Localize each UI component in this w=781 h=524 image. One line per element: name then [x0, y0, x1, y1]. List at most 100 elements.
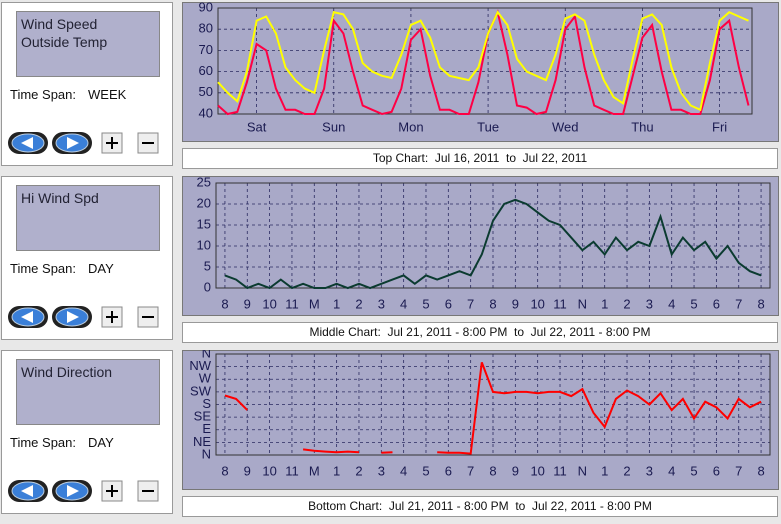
prev-button[interactable] — [8, 132, 48, 154]
time-span: DAY — [88, 261, 114, 276]
x-tick-label: 6 — [445, 463, 452, 478]
x-tick-label: 5 — [422, 296, 429, 311]
zoom-out-button[interactable] — [137, 132, 159, 154]
x-tick-label: 2 — [355, 463, 362, 478]
x-tick-label: 7 — [735, 463, 742, 478]
arrow-icon — [21, 137, 33, 149]
x-tick-label: 9 — [244, 296, 251, 311]
x-tick-label: 1 — [333, 296, 340, 311]
prev-button[interactable] — [8, 480, 48, 502]
chart-caption: Top Chart: Jul 16, 2011 to Jul 22, 2011 — [182, 148, 778, 169]
x-tick-label: Sat — [247, 119, 267, 134]
y-tick-label: S — [202, 396, 211, 411]
x-tick-label: 8 — [489, 463, 496, 478]
legend-box: Wind Speed Outside Temp — [16, 11, 160, 77]
x-tick-label: 4 — [400, 296, 407, 311]
time-span: WEEK — [88, 87, 127, 102]
x-tick-label: 11 — [285, 463, 299, 478]
x-tick-label: 10 — [530, 463, 544, 478]
legend-box: Wind Direction — [16, 359, 160, 425]
next-button[interactable] — [52, 480, 92, 502]
x-tick-label: 7 — [467, 296, 474, 311]
x-tick-label: M — [309, 463, 320, 478]
legend-box: Hi Wind Spd — [16, 185, 160, 251]
x-tick-label: 2 — [355, 296, 362, 311]
x-tick-label: Fri — [712, 119, 727, 134]
data-line — [224, 362, 762, 455]
x-tick-label: 4 — [668, 296, 675, 311]
x-tick-label: Tue — [477, 119, 499, 134]
time-span-label: Time Span: — [10, 435, 76, 450]
y-tick-label: 25 — [197, 176, 211, 189]
x-tick-label: Sun — [322, 119, 345, 134]
x-tick-label: 1 — [333, 463, 340, 478]
zoom-in-button[interactable] — [101, 132, 123, 154]
legend-entry: Wind Direction — [21, 364, 113, 380]
x-tick-label: 5 — [422, 463, 429, 478]
next-button[interactable] — [52, 132, 92, 154]
x-tick-label: 3 — [646, 463, 653, 478]
y-tick-label: NE — [193, 434, 211, 449]
x-tick-label: 3 — [378, 296, 385, 311]
x-tick-label: 4 — [668, 463, 675, 478]
x-tick-label: 9 — [512, 463, 519, 478]
data-line — [217, 10, 749, 112]
x-tick-label: M — [309, 296, 320, 311]
arrow-icon — [67, 137, 79, 149]
zoom-out-button[interactable] — [137, 306, 159, 328]
x-tick-label: 3 — [646, 296, 653, 311]
x-tick-label: 5 — [690, 296, 697, 311]
chart-caption: Bottom Chart: Jul 21, 2011 - 8:00 PM to … — [182, 496, 778, 517]
x-tick-label: 8 — [757, 463, 764, 478]
y-tick-label: SE — [194, 409, 212, 424]
legend-entry: Outside Temp — [21, 34, 108, 50]
legend-entry: Hi Wind Spd — [21, 190, 99, 206]
data-line — [224, 198, 762, 290]
y-tick-label: N — [202, 446, 211, 461]
zoom-in-button[interactable] — [101, 306, 123, 328]
x-tick-label: 11 — [553, 463, 567, 478]
y-tick-label: 15 — [197, 216, 211, 231]
x-tick-label: 6 — [713, 463, 720, 478]
time-span: Time Span: DAY — [10, 261, 114, 276]
y-tick-label: 50 — [199, 84, 213, 99]
arrow-icon — [21, 311, 33, 323]
x-tick-label: 8 — [489, 296, 496, 311]
zoom-out-button[interactable] — [137, 480, 159, 502]
chart: 40 50 60 70 80 90 Sat Sun Mon Tue Wed Thu Fri — [182, 2, 779, 142]
y-tick-label: N — [202, 350, 211, 360]
time-span: Time Span: WEEK — [10, 87, 126, 102]
time-span: DAY — [88, 435, 114, 450]
x-tick-label: 3 — [378, 463, 385, 478]
data-line — [217, 9, 750, 116]
buttons — [8, 480, 159, 502]
y-tick-label: W — [199, 371, 212, 386]
chart-caption: Middle Chart: Jul 21, 2011 - 8:00 PM to … — [182, 322, 778, 343]
arrow-icon — [67, 311, 79, 323]
control-panel: Wind Direction Time Span: DAY — [1, 350, 173, 514]
y-tick-label: 80 — [199, 21, 213, 36]
x-tick-label: Thu — [631, 119, 653, 134]
prev-button[interactable] — [8, 306, 48, 328]
y-tick-label: 20 — [197, 195, 211, 210]
control-panel: Hi Wind Spd Time Span: DAY — [1, 176, 173, 340]
x-tick-label: 9 — [244, 463, 251, 478]
y-tick-label: 10 — [197, 237, 211, 252]
x-tick-label: N — [578, 463, 587, 478]
time-span: Time Span: DAY — [10, 435, 114, 450]
legend-entry: Wind Speed — [21, 16, 98, 32]
x-tick-label: 11 — [285, 296, 299, 311]
x-tick-label: 6 — [713, 296, 720, 311]
plot-frame — [217, 7, 753, 115]
zoom-in-button[interactable] — [101, 480, 123, 502]
control-panel: Wind Speed Outside Temp Time Span: WEEK — [1, 2, 173, 166]
y-tick-label: 70 — [199, 42, 213, 57]
next-button[interactable] — [52, 306, 92, 328]
time-span-label: Time Span: — [10, 261, 76, 276]
arrow-icon — [67, 485, 79, 497]
x-tick-label: N — [578, 296, 587, 311]
x-tick-label: 9 — [512, 296, 519, 311]
